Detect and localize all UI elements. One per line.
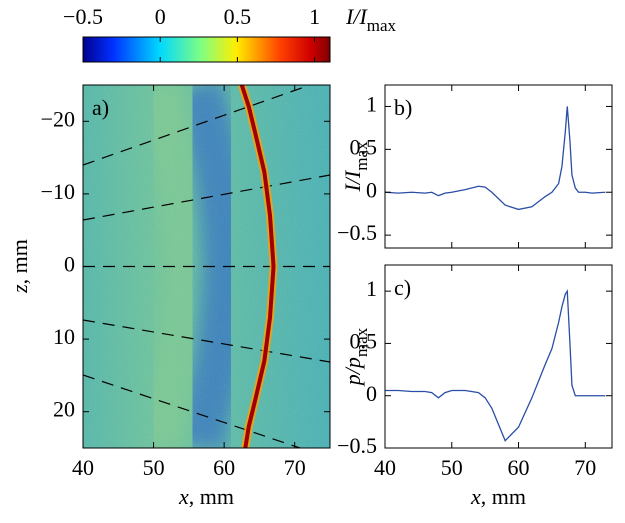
ray-line — [83, 374, 301, 448]
x-tick-label: 60 — [213, 455, 235, 480]
y-tick-label: 1 — [366, 91, 377, 116]
y-tick-label: 20 — [53, 397, 75, 422]
x-tick-label: 40 — [72, 455, 94, 480]
colorbar-tick-label: 0 — [155, 4, 166, 29]
colorbar-tick-label: 1 — [309, 4, 320, 29]
colorbar — [82, 36, 331, 63]
y-tick-label: 0 — [64, 252, 75, 277]
y-tick-label: 0 — [366, 177, 377, 202]
axis-label: I/Imax — [340, 141, 371, 193]
panel-label: a) — [92, 95, 109, 120]
label-sub: max — [352, 327, 371, 357]
y-tick-label: 10 — [53, 324, 75, 349]
line-series — [385, 289, 606, 442]
x-axis-label: x, mm — [178, 484, 234, 509]
y-tick-label: −10 — [41, 179, 75, 204]
y-tick-label: −20 — [41, 106, 75, 131]
panel-label: b) — [394, 95, 412, 120]
y-tick-label: 0.5 — [350, 134, 378, 159]
label-sub: max — [367, 16, 397, 35]
y-tick-label: −0.5 — [337, 433, 377, 458]
label-sub: max — [352, 141, 371, 171]
axis-label: p/pmax — [340, 327, 371, 387]
ray-line — [83, 174, 330, 221]
x-tick-label: 50 — [143, 455, 165, 480]
x-tick-label: 60 — [508, 455, 530, 480]
y-tick-label: 0.5 — [350, 328, 378, 353]
heatmap-image — [83, 85, 330, 448]
x-tick-label: 40 — [374, 455, 396, 480]
axis-label: I/Imax — [345, 4, 397, 35]
axes-box — [384, 84, 613, 249]
x-axis-label: x, mm — [470, 484, 526, 509]
x-tick-label: 70 — [574, 455, 596, 480]
colorbar-tick-label: 0.5 — [224, 4, 252, 29]
label-main: p/p — [340, 357, 365, 387]
y-tick-label: 1 — [366, 276, 377, 301]
axes-box — [384, 264, 613, 449]
line-series — [384, 106, 606, 211]
ray-line — [83, 319, 330, 363]
y-tick-label: −0.5 — [337, 220, 377, 245]
y-tick-label: 0 — [366, 381, 377, 406]
panel-label: c) — [394, 275, 411, 300]
y-axis-label: z, mm — [7, 239, 32, 294]
x-tick-label: 50 — [441, 455, 463, 480]
x-tick-label: 70 — [284, 455, 306, 480]
ray-line — [83, 85, 311, 166]
label-main: I/I — [345, 4, 368, 29]
colorbar-tick-label: −0.5 — [63, 4, 103, 29]
label-main: I/I — [340, 169, 365, 192]
wavefront — [239, 85, 276, 448]
